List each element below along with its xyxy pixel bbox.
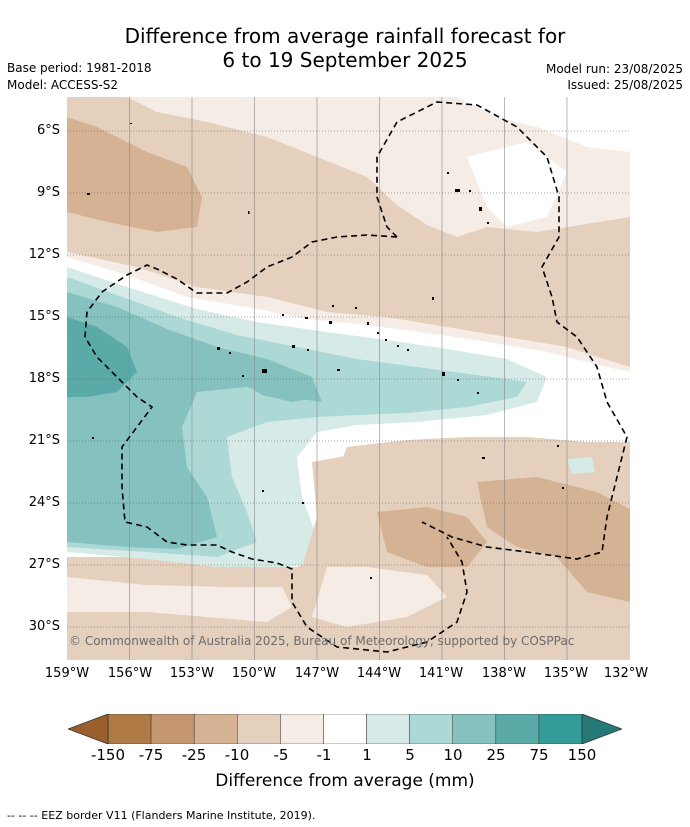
lat-label: 24°S xyxy=(28,495,60,510)
colorbar-label: Difference from average (mm) xyxy=(215,771,475,791)
colorbar-tick: -25 xyxy=(181,746,207,764)
wet-area-strong xyxy=(67,292,322,549)
lon-label: 153°W xyxy=(169,666,215,681)
colorbar-under-arrow xyxy=(68,714,109,744)
lon-label: 138°W xyxy=(481,666,527,681)
near-normal-area-south xyxy=(67,577,292,622)
lat-label: 15°S xyxy=(28,309,60,324)
colorbar-tick: -5 xyxy=(273,746,289,764)
wet-area-strong-east xyxy=(242,362,317,402)
colorbar-over-arrow xyxy=(581,714,622,744)
colorbar-segment xyxy=(150,714,195,744)
eez-borders xyxy=(84,101,628,653)
lon-label: 135°W xyxy=(543,666,589,681)
islands xyxy=(87,123,564,579)
latitude-gridlines xyxy=(67,130,630,628)
lon-label: 144°W xyxy=(356,666,402,681)
colorbar-segments xyxy=(107,714,583,744)
model-run-label: Model run: 23/08/2025 xyxy=(545,62,683,76)
colorbar-tick: 5 xyxy=(405,746,415,764)
dry-area-southeast-strong xyxy=(377,507,487,567)
colorbar-tick: -1 xyxy=(316,746,332,764)
dry-area-northwest xyxy=(67,117,202,232)
white-area-north-2 xyxy=(467,142,567,227)
white-area-north xyxy=(457,97,630,152)
lon-label: 147°W xyxy=(294,666,340,681)
title-line-2: 6 to 19 September 2025 xyxy=(222,48,468,72)
colorbar-tick: -10 xyxy=(224,746,250,764)
dry-area-south xyxy=(67,617,297,660)
model-label: Model: ACCESS-S2 xyxy=(7,78,119,92)
colorbar-tick: 25 xyxy=(486,746,506,764)
colorbar-segment xyxy=(323,714,367,744)
colorbar-tick: 75 xyxy=(529,746,549,764)
copyright-notice: © Commonwealth of Australia 2025, Bureau… xyxy=(69,634,574,648)
colorbar-segment xyxy=(538,714,583,744)
lon-label: 150°W xyxy=(231,666,277,681)
title-line-1: Difference from average rainfall forecas… xyxy=(124,24,566,48)
lon-label: 159°W xyxy=(44,666,90,681)
lat-label: 27°S xyxy=(28,557,60,572)
colorbar-tick: -75 xyxy=(138,746,164,764)
dry-area-east-strong xyxy=(477,477,630,602)
colorbar-segment xyxy=(495,714,540,744)
colorbar-segment xyxy=(193,714,238,744)
colorbar-segment xyxy=(237,714,281,744)
colorbar-segment xyxy=(409,714,453,744)
wet-patch-east xyxy=(567,457,595,474)
colorbar-segment xyxy=(452,714,497,744)
colorbar-tick: 10 xyxy=(443,746,463,764)
lat-label: 30°S xyxy=(28,619,60,634)
longitude-gridlines xyxy=(129,97,568,660)
eez-legend-footnote: -- -- -- EEZ border V11 (Flanders Marine… xyxy=(7,809,316,822)
colorbar-tick: 1 xyxy=(362,746,372,764)
colorbar-segment xyxy=(107,714,152,744)
lat-label: 21°S xyxy=(28,433,60,448)
lat-label: 9°S xyxy=(36,185,60,200)
colorbar-tick: 150 xyxy=(567,746,597,764)
rainfall-difference-map: © Commonwealth of Australia 2025, Bureau… xyxy=(67,97,630,660)
colorbar xyxy=(68,714,622,744)
colorbar-segment xyxy=(366,714,410,744)
lat-label: 18°S xyxy=(28,371,60,386)
colorbar-segment xyxy=(280,714,324,744)
colorbar-tick: -150 xyxy=(90,746,126,764)
lon-label: 156°W xyxy=(107,666,153,681)
lat-label: 12°S xyxy=(28,247,60,262)
lon-label: 132°W xyxy=(603,666,649,681)
lon-label: 141°W xyxy=(418,666,464,681)
issued-label: Issued: 25/08/2025 xyxy=(567,78,683,92)
lat-label: 6°S xyxy=(36,123,60,138)
base-period-label: Base period: 1981-2018 xyxy=(7,61,152,75)
